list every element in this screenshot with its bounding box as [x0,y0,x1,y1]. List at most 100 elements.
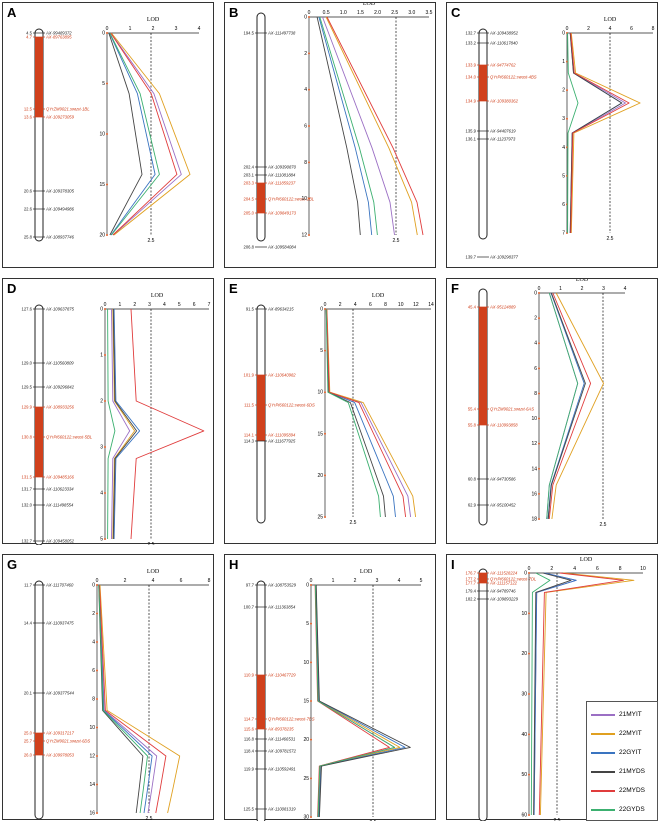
marker-position: 179.4 [466,589,477,594]
marker-position: 25.7 [24,739,33,744]
position-tick-label: 15 [303,699,309,705]
marker-position: 132.0 [22,503,33,508]
threshold-label: 2.5 [393,238,400,244]
qtl-interval [35,37,43,117]
marker-position: 131.7 [22,487,33,492]
position-tick [538,417,540,420]
marker-position: 114.1 [244,433,255,438]
position-tick-label: 12 [531,441,537,447]
marker-name: AX-109377544 [45,691,75,696]
position-tick-label: 5 [100,537,103,543]
threshold-label: 2.5 [148,542,155,545]
threshold-label: 2.5 [600,522,607,528]
lod-tick-label: 2.0 [374,10,381,16]
lod-tick-label: 4 [163,302,166,308]
marker-name: AX-95124889 [489,305,516,310]
marker-position: 60.8 [468,477,477,482]
lod-curve-22GYIT [318,16,373,236]
lod-curve-22MYDS [130,308,205,540]
marker-position: 111.5 [244,403,255,408]
marker-position: 119.9 [244,767,255,772]
legend-item: 22GYIT [591,746,657,760]
marker-position: 203.1 [244,173,255,178]
marker-position: 45.4 [468,305,477,310]
panel-letter: E [229,281,238,296]
position-tick [96,612,98,615]
marker-position: 206.8 [244,245,255,250]
lod-tick-label: 6 [193,302,196,308]
position-tick [104,354,106,356]
lod-tick-label: 4 [398,578,401,584]
position-tick-label: 18 [531,517,537,523]
marker-name: AX-109637875 [45,307,75,312]
lod-tick-label: 6 [630,26,633,32]
lod-curve-22MYDS [570,32,630,234]
lod-curve-22GYDS [567,32,579,234]
marker-position: 129.9 [22,405,33,410]
position-tick-label: 10 [99,132,105,138]
lod-tick-label: 1.5 [357,10,364,16]
position-tick [96,584,98,586]
marker-name: QYrPI660122.swust-4BS [490,75,537,80]
lod-tick-label: 3 [148,302,151,308]
position-tick-label: 8 [92,697,95,703]
marker-position: 55.4 [468,407,477,412]
panel-i-plot: 176.7 AX-111528224 177.2 QYrPI660122.swust-… [466,557,646,821]
lod-tick-label: 2 [124,578,127,584]
position-tick-label: 14 [531,466,537,472]
position-tick [104,492,106,494]
position-tick-label: 60 [521,813,527,819]
lod-tick-label: 12 [413,302,419,308]
marker-name: AX-99489372 [45,31,72,36]
position-tick-label: 5 [562,173,565,179]
threshold-label: 2.5 [350,520,357,526]
position-tick-label: 10 [317,390,323,396]
position-tick-label: 0 [304,15,307,21]
lod-curve-22GYDS [530,572,551,816]
panel-b-plot: 194.5 AX-111497738 202.4 AX-109390870 203.1 A… [244,3,433,250]
marker-position: 4.5 [26,31,32,36]
legend-swatch [591,809,615,811]
lod-tick-label: 6 [369,302,372,308]
lod-curve-22GYDS [319,16,378,236]
lod-tick-label: 2 [339,302,342,308]
marker-position: 194.5 [244,31,255,36]
position-tick [538,442,540,445]
marker-name: AX-109317217 [45,731,75,736]
position-tick [538,518,540,520]
lod-tick-label: 4 [573,566,576,572]
lod-tick-label: 3.5 [426,10,433,16]
position-tick [104,538,106,540]
lod-tick-label: 4 [609,26,612,32]
qtl-interval [35,733,43,755]
lod-curve-21MYDS [98,584,144,814]
position-tick [96,641,98,643]
position-tick-label: 4 [100,491,103,497]
position-tick-label: 5 [320,348,323,354]
lod-tick-label: 2 [581,286,584,292]
lod-tick-label: 1 [332,578,335,584]
panel-letter: H [229,557,239,572]
panel-letter: D [7,281,17,296]
lod-tick-label: 0 [528,566,531,572]
marker-name: AX-111497738 [267,31,296,36]
marker-name: AX-111498554 [45,503,74,508]
marker-position: 133.9 [466,63,477,68]
position-tick [324,432,326,435]
position-tick [308,52,310,55]
lod-tick-label: 0 [106,26,109,32]
marker-name: AX-110617840 [489,41,518,46]
lod-tick-label: 8 [208,578,211,584]
panel-letter: G [7,557,18,572]
marker-position: 204.5 [244,197,255,202]
marker-name: AX-11237973 [489,137,516,142]
position-tick-label: 4 [304,87,307,93]
threshold-label: 2.5 [554,818,561,821]
lod-curve-22GYDS [314,584,396,818]
marker-name: AX-94789746 [489,589,516,594]
marker-name: AX-109849173 [267,211,297,216]
marker-position: 100.7 [244,605,255,610]
marker-name: AX-110623334 [45,487,74,492]
lod-curve-22GYIT [326,308,396,518]
marker-name: AX-108937746 [45,235,75,240]
